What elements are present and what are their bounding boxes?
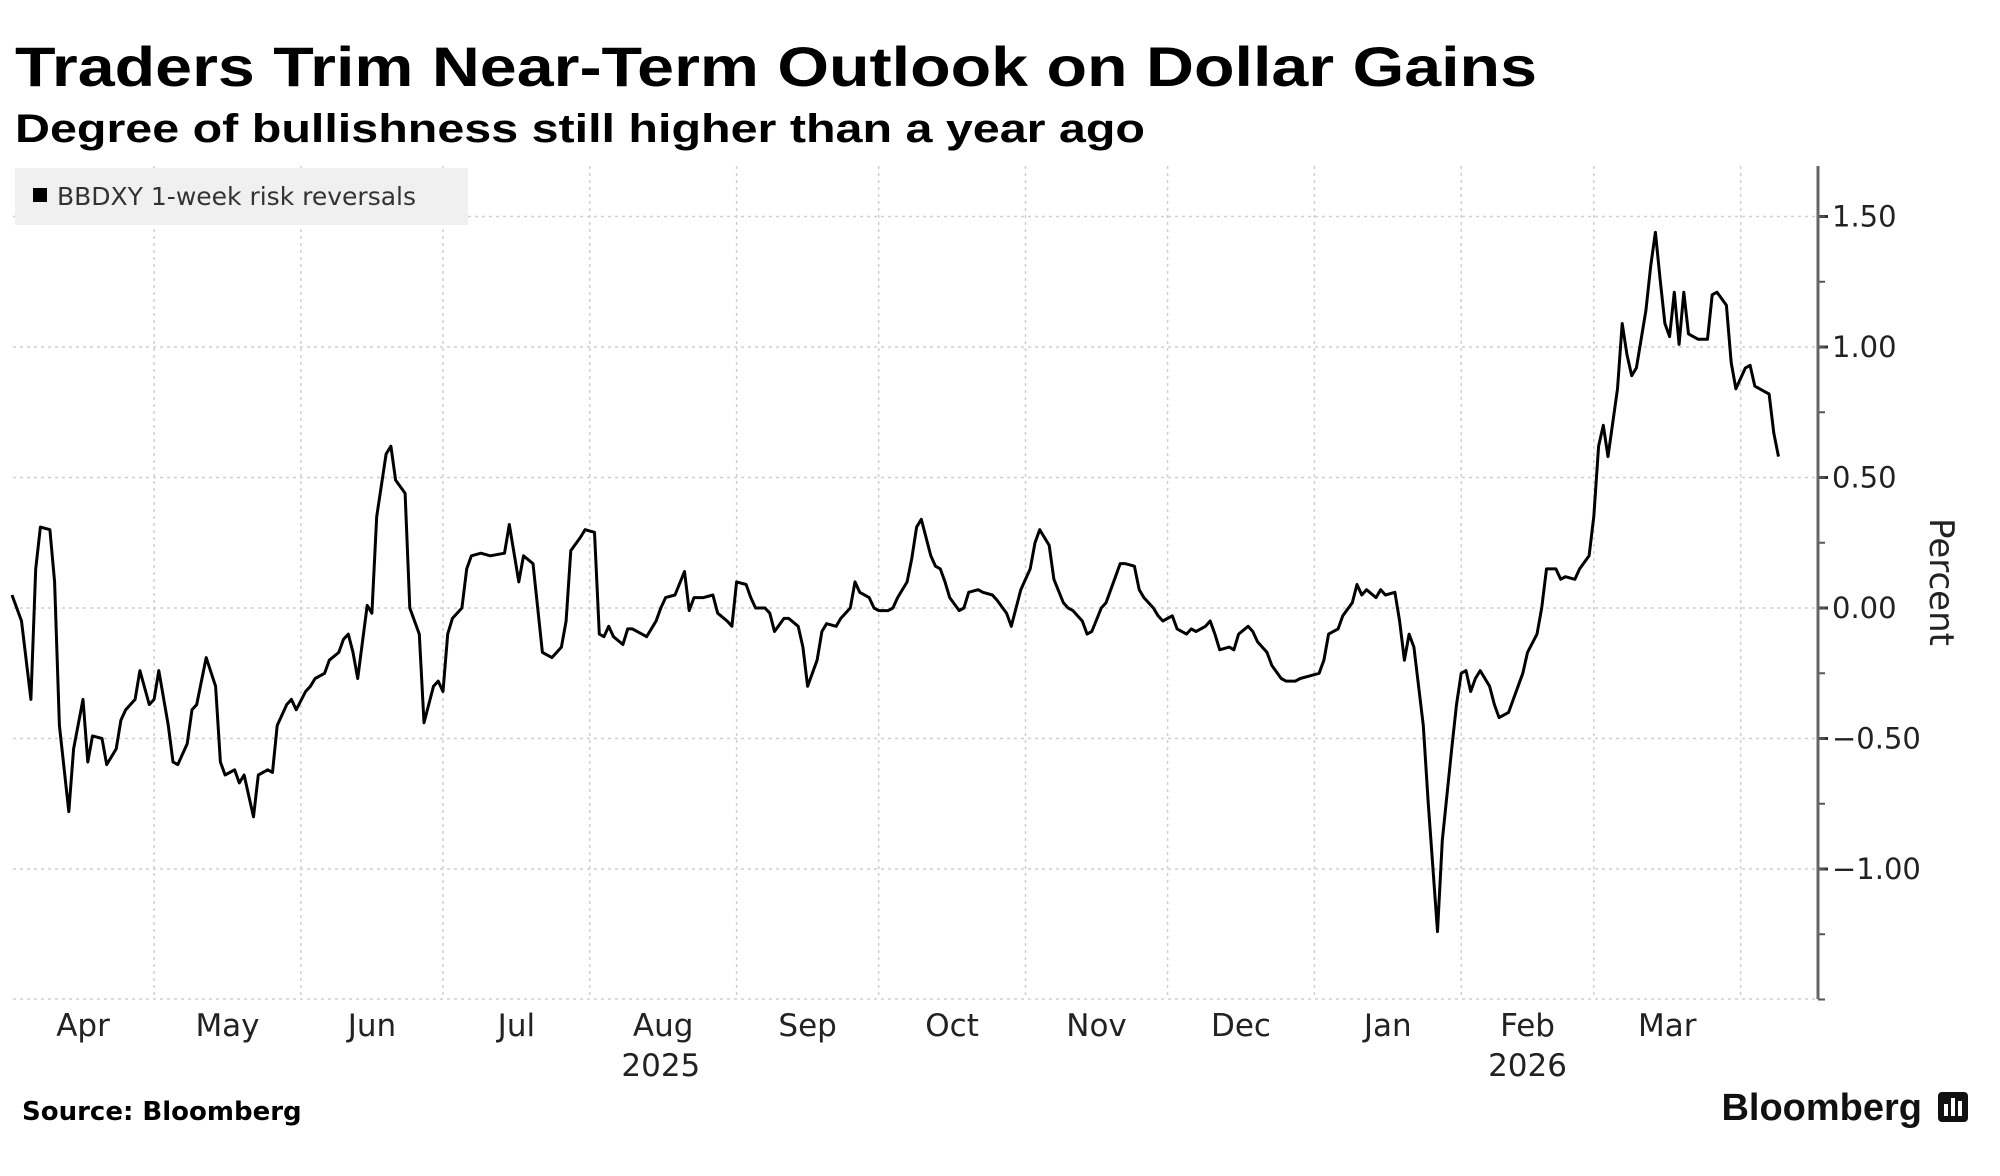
x-month-label: Mar [1638, 1008, 1697, 1044]
chart-subtitle: Degree of bullishness still higher than … [15, 107, 1145, 151]
x-month-label: Feb [1500, 1008, 1555, 1044]
y-tick-label: 1.50 [1832, 200, 1897, 234]
y-tick-label: −0.50 [1832, 722, 1921, 756]
y-tick-label: 1.00 [1832, 330, 1897, 364]
x-month-label: Apr [56, 1008, 110, 1044]
gridlines [13, 166, 1818, 1000]
series-layer [10, 230, 1780, 934]
x-month-label: Jan [1362, 1008, 1412, 1044]
bloomberg-terminal-icon [1938, 1092, 1968, 1122]
x-month-label: Dec [1211, 1008, 1271, 1044]
legend-box [15, 168, 468, 225]
y-tick-label: −1.00 [1832, 852, 1921, 886]
x-month-label: Aug [633, 1008, 694, 1044]
y-tick-label: 0.00 [1832, 591, 1897, 625]
x-year-label: 2026 [1488, 1048, 1567, 1084]
chart-title: Traders Trim Near-Term Outlook on Dollar… [15, 35, 1537, 98]
y-axis-label: Percent [1921, 518, 1961, 646]
x-year-label: 2025 [621, 1048, 700, 1084]
legend: BBDXY 1-week risk reversals [15, 168, 468, 225]
series-line [10, 230, 1780, 934]
source-note: Source: Bloomberg [22, 1097, 302, 1127]
x-axis: Apr May Jun Jul Aug Sep Oct Nov Dec Jan Feb Mar 2025… [56, 1008, 1697, 1084]
x-month-label: Jul [496, 1008, 535, 1044]
legend-label: BBDXY 1-week risk reversals [57, 182, 416, 211]
x-month-label: Jun [346, 1008, 396, 1044]
y-axis: 1.50 1.00 0.50 0.00 −0.50 −1.00 [1816, 166, 1921, 1001]
x-month-label: Oct [925, 1008, 979, 1044]
x-month-label: Sep [778, 1008, 836, 1044]
x-month-label: May [195, 1008, 259, 1044]
bloomberg-logo: Bloomberg [1721, 1087, 1922, 1129]
x-month-label: Nov [1066, 1008, 1127, 1044]
y-tick-label: 0.50 [1832, 461, 1897, 495]
legend-swatch [33, 188, 47, 202]
